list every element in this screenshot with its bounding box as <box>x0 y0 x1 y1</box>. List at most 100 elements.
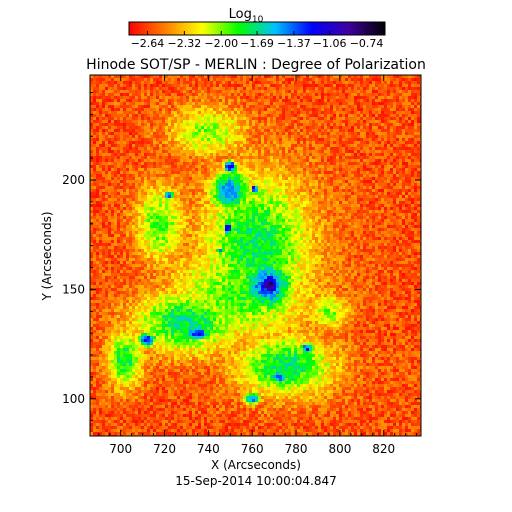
heatmap-cell <box>282 138 285 141</box>
heatmap-cell <box>357 159 360 162</box>
heatmap-cell <box>390 171 393 174</box>
heatmap-cell <box>204 102 207 105</box>
heatmap-cell <box>210 114 213 117</box>
heatmap-cell <box>267 204 270 207</box>
heatmap-cell <box>201 141 204 144</box>
heatmap-cell <box>96 174 99 177</box>
heatmap-cell <box>108 102 111 105</box>
heatmap-cell <box>264 105 267 108</box>
heatmap-cell <box>207 147 210 150</box>
heatmap-cell <box>219 165 222 168</box>
heatmap-cell <box>99 192 102 195</box>
heatmap-cell <box>102 129 105 132</box>
heatmap-cell <box>417 141 420 144</box>
heatmap-cell <box>159 171 162 174</box>
colorbar-tick-label: −1.37 <box>277 37 311 50</box>
heatmap-cell <box>225 204 228 207</box>
heatmap-cell <box>378 192 381 195</box>
heatmap-cell <box>372 168 375 171</box>
heatmap-cell <box>159 132 162 135</box>
heatmap-cell <box>324 177 327 180</box>
heatmap-cell <box>96 132 99 135</box>
heatmap-cell <box>387 177 390 180</box>
heatmap-cell <box>138 183 141 186</box>
heatmap-cell <box>255 123 258 126</box>
heatmap-cell <box>150 201 153 204</box>
heatmap-cell <box>237 96 240 99</box>
heatmap-cell <box>390 84 393 87</box>
heatmap-cell <box>324 186 327 189</box>
heatmap-cell <box>192 147 195 150</box>
heatmap-cell <box>342 153 345 156</box>
heatmap-cell <box>213 162 216 165</box>
heatmap-cell <box>135 162 138 165</box>
heatmap-cell <box>372 105 375 108</box>
heatmap-cell <box>342 84 345 87</box>
heatmap-cell <box>93 87 96 90</box>
heatmap-cell <box>150 90 153 93</box>
heatmap-cell <box>168 87 171 90</box>
heatmap-cell <box>387 174 390 177</box>
heatmap-cell <box>96 180 99 183</box>
heatmap-cell <box>120 165 123 168</box>
heatmap-cell <box>327 75 330 78</box>
heatmap-cell <box>198 78 201 81</box>
heatmap-cell <box>225 105 228 108</box>
heatmap-cell <box>171 153 174 156</box>
heatmap-cell <box>366 123 369 126</box>
heatmap-cell <box>177 117 180 120</box>
heatmap-cell <box>207 135 210 138</box>
heatmap-cell <box>321 198 324 201</box>
heatmap-cell <box>231 123 234 126</box>
heatmap-cell <box>294 135 297 138</box>
heatmap-cell <box>162 90 165 93</box>
heatmap-cell <box>330 174 333 177</box>
heatmap-cell <box>180 117 183 120</box>
heatmap-cell <box>411 135 414 138</box>
heatmap-cell <box>390 93 393 96</box>
heatmap-cell <box>138 162 141 165</box>
heatmap-cell <box>99 117 102 120</box>
heatmap-cell <box>102 99 105 102</box>
heatmap-cell <box>336 102 339 105</box>
heatmap-cell <box>258 108 261 111</box>
heatmap-cell <box>240 102 243 105</box>
heatmap-cell <box>165 99 168 102</box>
heatmap-cell <box>129 87 132 90</box>
heatmap-cell <box>216 78 219 81</box>
heatmap-cell <box>204 111 207 114</box>
heatmap-cell <box>354 87 357 90</box>
heatmap-cell <box>303 75 306 78</box>
heatmap-cell <box>270 168 273 171</box>
heatmap-cell <box>207 204 210 207</box>
heatmap-cell <box>141 75 144 78</box>
heatmap-cell <box>102 171 105 174</box>
heatmap-cell <box>258 189 261 192</box>
heatmap-cell <box>273 192 276 195</box>
heatmap-cell <box>363 132 366 135</box>
heatmap-cell <box>240 81 243 84</box>
heatmap-cell <box>207 105 210 108</box>
heatmap-cell <box>345 90 348 93</box>
heatmap-cell <box>282 93 285 96</box>
heatmap-cell <box>264 90 267 93</box>
heatmap-cell <box>270 78 273 81</box>
heatmap-cell <box>129 204 132 207</box>
heatmap-cell <box>390 126 393 129</box>
heatmap-cell <box>210 105 213 108</box>
heatmap-cell <box>126 201 129 204</box>
heatmap-cell <box>246 129 249 132</box>
heatmap-cell <box>90 207 93 210</box>
heatmap-cell <box>276 183 279 186</box>
heatmap-cell <box>219 138 222 141</box>
heatmap-cell <box>129 186 132 189</box>
heatmap-cell <box>168 96 171 99</box>
heatmap-cell <box>243 99 246 102</box>
heatmap-cell <box>108 198 111 201</box>
heatmap-cell <box>198 93 201 96</box>
heatmap-cell <box>417 162 420 165</box>
heatmap-cell <box>213 189 216 192</box>
heatmap-cell <box>99 189 102 192</box>
heatmap-cell <box>291 84 294 87</box>
heatmap-cell <box>411 108 414 111</box>
